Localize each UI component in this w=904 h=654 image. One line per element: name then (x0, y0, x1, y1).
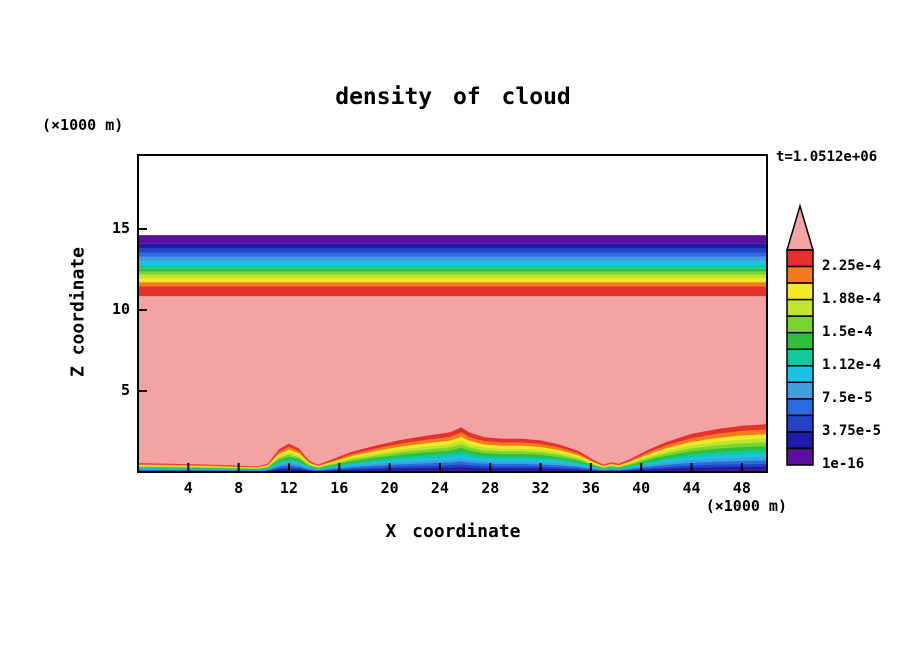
colorbar-label: 2.25e-4 (822, 257, 882, 274)
y-tick-label: 15 (111, 219, 130, 237)
x-tick-label: 44 (682, 479, 701, 497)
x-axis-unit: (×1000 m) (705, 497, 787, 515)
colorbar-label: 1.5e-4 (822, 323, 873, 340)
colorbar-label: 1.12e-4 (822, 356, 882, 373)
plot-title: density of cloud (335, 84, 571, 110)
x-tick-label: 40 (632, 479, 651, 497)
colorbar-label: 1.88e-4 (822, 290, 882, 307)
x-tick-label: 48 (732, 479, 751, 497)
y-tick-label: 10 (111, 300, 130, 318)
x-tick-label: 24 (430, 479, 449, 497)
x-tick-label: 36 (581, 479, 600, 497)
time-annotation: t=1.0512e+06 (776, 149, 878, 165)
x-axis-label: X coordinate (385, 521, 521, 542)
y-axis-label: Z coordinate (67, 246, 89, 378)
x-tick-label: 8 (234, 479, 244, 497)
colorbar-label: 7.5e-5 (822, 389, 873, 406)
x-tick-label: 20 (380, 479, 399, 497)
colorbar-label: 1e-16 (822, 456, 865, 472)
colorbar-label: 3.75e-5 (822, 422, 882, 439)
x-tick-label: 12 (279, 479, 298, 497)
x-tick-label: 28 (481, 479, 500, 497)
x-tick-label: 4 (183, 479, 193, 497)
x-tick-label: 32 (531, 479, 550, 497)
y-axis-unit: (×1000 m) (42, 116, 124, 134)
y-tick-label: 5 (120, 381, 130, 399)
x-tick-label: 16 (330, 479, 349, 497)
